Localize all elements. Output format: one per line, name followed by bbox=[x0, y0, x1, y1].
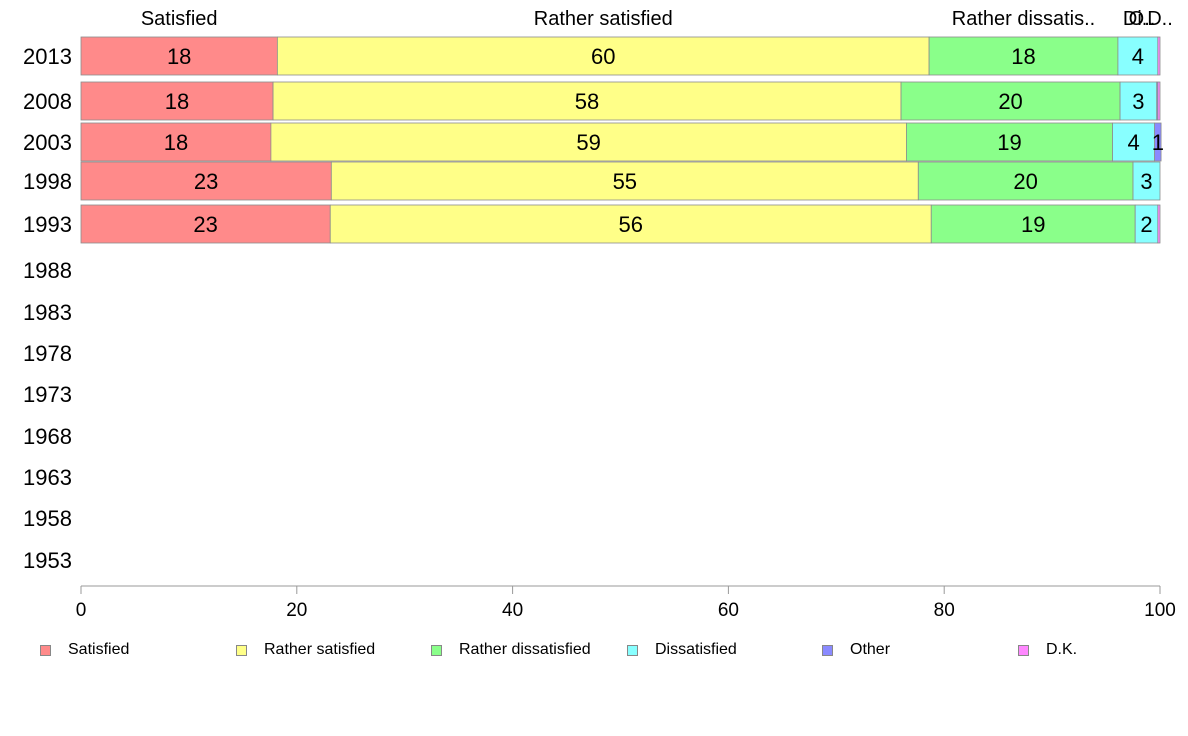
series-header-label: Satisfied bbox=[141, 8, 218, 30]
legend-item: Dissatisfied bbox=[627, 638, 737, 662]
bar-segment bbox=[1119, 81, 1158, 121]
legend-item: Rather dissatisfied bbox=[431, 638, 591, 662]
x-tick-label: 60 bbox=[718, 600, 739, 621]
bars: 18 60 18 418 58 20 318 59 19 4 123 55 20 323 56 19 2 bbox=[80, 36, 1164, 244]
series-header-label: D.. bbox=[1147, 8, 1173, 30]
bar-segment bbox=[906, 122, 1113, 162]
bar-segment bbox=[329, 204, 932, 244]
y-tick-label: 1998 bbox=[23, 169, 72, 194]
x-tick-label: 80 bbox=[934, 600, 955, 621]
bar-segment bbox=[80, 36, 278, 76]
y-tick-label: 1953 bbox=[23, 548, 72, 573]
x-tick-label: 20 bbox=[286, 600, 307, 621]
bar-segment bbox=[1154, 122, 1162, 162]
data-label: 1 bbox=[1152, 130, 1164, 155]
series-header-label: O.. bbox=[1129, 8, 1156, 30]
legend-label: Satisfied bbox=[68, 641, 130, 658]
bar-segment bbox=[80, 204, 331, 244]
y-tick-label: 1963 bbox=[23, 465, 72, 490]
bar-segment bbox=[1157, 204, 1161, 244]
data-label: 23 bbox=[194, 169, 218, 194]
x-tick-label: 100 bbox=[1144, 600, 1176, 621]
legend-swatch bbox=[236, 644, 247, 656]
legend-item: Rather satisfied bbox=[236, 638, 375, 662]
data-label: 18 bbox=[167, 44, 191, 69]
data-label: 58 bbox=[575, 89, 599, 114]
series-header-label: Di.. bbox=[1123, 8, 1153, 30]
bar-segment bbox=[1157, 36, 1161, 76]
data-label: 60 bbox=[591, 44, 615, 69]
data-label: 2 bbox=[1140, 212, 1152, 237]
bar-segment bbox=[917, 161, 1134, 201]
bar-segment bbox=[80, 122, 272, 162]
data-label: 59 bbox=[576, 130, 600, 155]
y-axis-tick-labels: 2013 2008 2003 1998 1993 1988 1983 1978 1973 1968… bbox=[23, 44, 72, 573]
y-tick-label: 2013 bbox=[23, 44, 72, 69]
data-label: 3 bbox=[1132, 89, 1144, 114]
legend: Satisfied Rather satisfied Rather dissatis… bbox=[0, 638, 1188, 662]
series-header-labels: Satisfied Rather satisfied Rather dissatis… bbox=[141, 8, 1173, 30]
y-tick-label: 1993 bbox=[23, 212, 72, 237]
bar-segment bbox=[928, 36, 1119, 76]
data-label: 56 bbox=[619, 212, 643, 237]
bar-segment bbox=[272, 81, 902, 121]
bar-segment bbox=[1117, 36, 1159, 76]
bar-row: 23 56 19 2 bbox=[80, 204, 1161, 244]
y-tick-label: 2003 bbox=[23, 130, 72, 155]
legend-label: D.K. bbox=[1046, 641, 1078, 658]
data-label: 4 bbox=[1127, 130, 1139, 155]
legend-label: Rather satisfied bbox=[264, 641, 376, 658]
legend-swatch bbox=[40, 644, 51, 656]
data-label: 18 bbox=[165, 89, 189, 114]
data-label: 19 bbox=[1021, 212, 1045, 237]
x-tick-label: 40 bbox=[502, 600, 523, 621]
bar-row: 18 59 19 4 1 bbox=[80, 122, 1164, 162]
legend-label: Other bbox=[850, 641, 891, 658]
bar-row: 18 58 20 3 bbox=[80, 81, 1161, 121]
legend-label: Rather dissatisfied bbox=[459, 641, 591, 658]
legend-item: Satisfied bbox=[40, 638, 129, 662]
bar-segment bbox=[1132, 161, 1161, 201]
legend-swatch bbox=[627, 644, 638, 656]
legend-swatch bbox=[822, 644, 833, 656]
series-header-label: Rather satisfied bbox=[534, 8, 673, 30]
data-label: 23 bbox=[193, 212, 217, 237]
y-tick-label: 2008 bbox=[23, 89, 72, 114]
legend-swatch bbox=[1018, 644, 1029, 656]
data-label: 20 bbox=[1013, 169, 1037, 194]
x-axis: 0 20 40 60 80 100 bbox=[76, 585, 1176, 621]
legend-label: Dissatisfied bbox=[655, 641, 737, 658]
y-tick-label: 1978 bbox=[23, 341, 72, 366]
x-tick-label: 0 bbox=[76, 600, 87, 621]
data-label: 4 bbox=[1132, 44, 1144, 69]
bar-segment bbox=[330, 161, 919, 201]
y-tick-label: 1983 bbox=[23, 300, 72, 325]
legend-swatch bbox=[431, 644, 442, 656]
legend-item: Other bbox=[822, 638, 890, 662]
bar-segment bbox=[1157, 81, 1161, 121]
y-tick-label: 1988 bbox=[23, 258, 72, 283]
data-label: 55 bbox=[613, 169, 637, 194]
series-header-label: Rather dissatis.. bbox=[952, 8, 1095, 30]
data-label: 20 bbox=[998, 89, 1022, 114]
data-label: 19 bbox=[997, 130, 1021, 155]
bar-row: 23 55 20 3 bbox=[80, 161, 1161, 201]
bar-segment bbox=[900, 81, 1121, 121]
bar-segment bbox=[80, 81, 274, 121]
data-label: 18 bbox=[164, 130, 188, 155]
y-tick-label: 1968 bbox=[23, 424, 72, 449]
bar-segment bbox=[930, 204, 1136, 244]
bar-row: 18 60 18 4 bbox=[80, 36, 1161, 76]
y-tick-label: 1958 bbox=[23, 506, 72, 531]
legend-item: D.K. bbox=[1018, 638, 1077, 662]
y-tick-label: 1973 bbox=[23, 382, 72, 407]
bar-segment bbox=[80, 161, 332, 201]
data-label: 18 bbox=[1011, 44, 1035, 69]
data-label: 3 bbox=[1140, 169, 1152, 194]
bar-segment bbox=[270, 122, 907, 162]
